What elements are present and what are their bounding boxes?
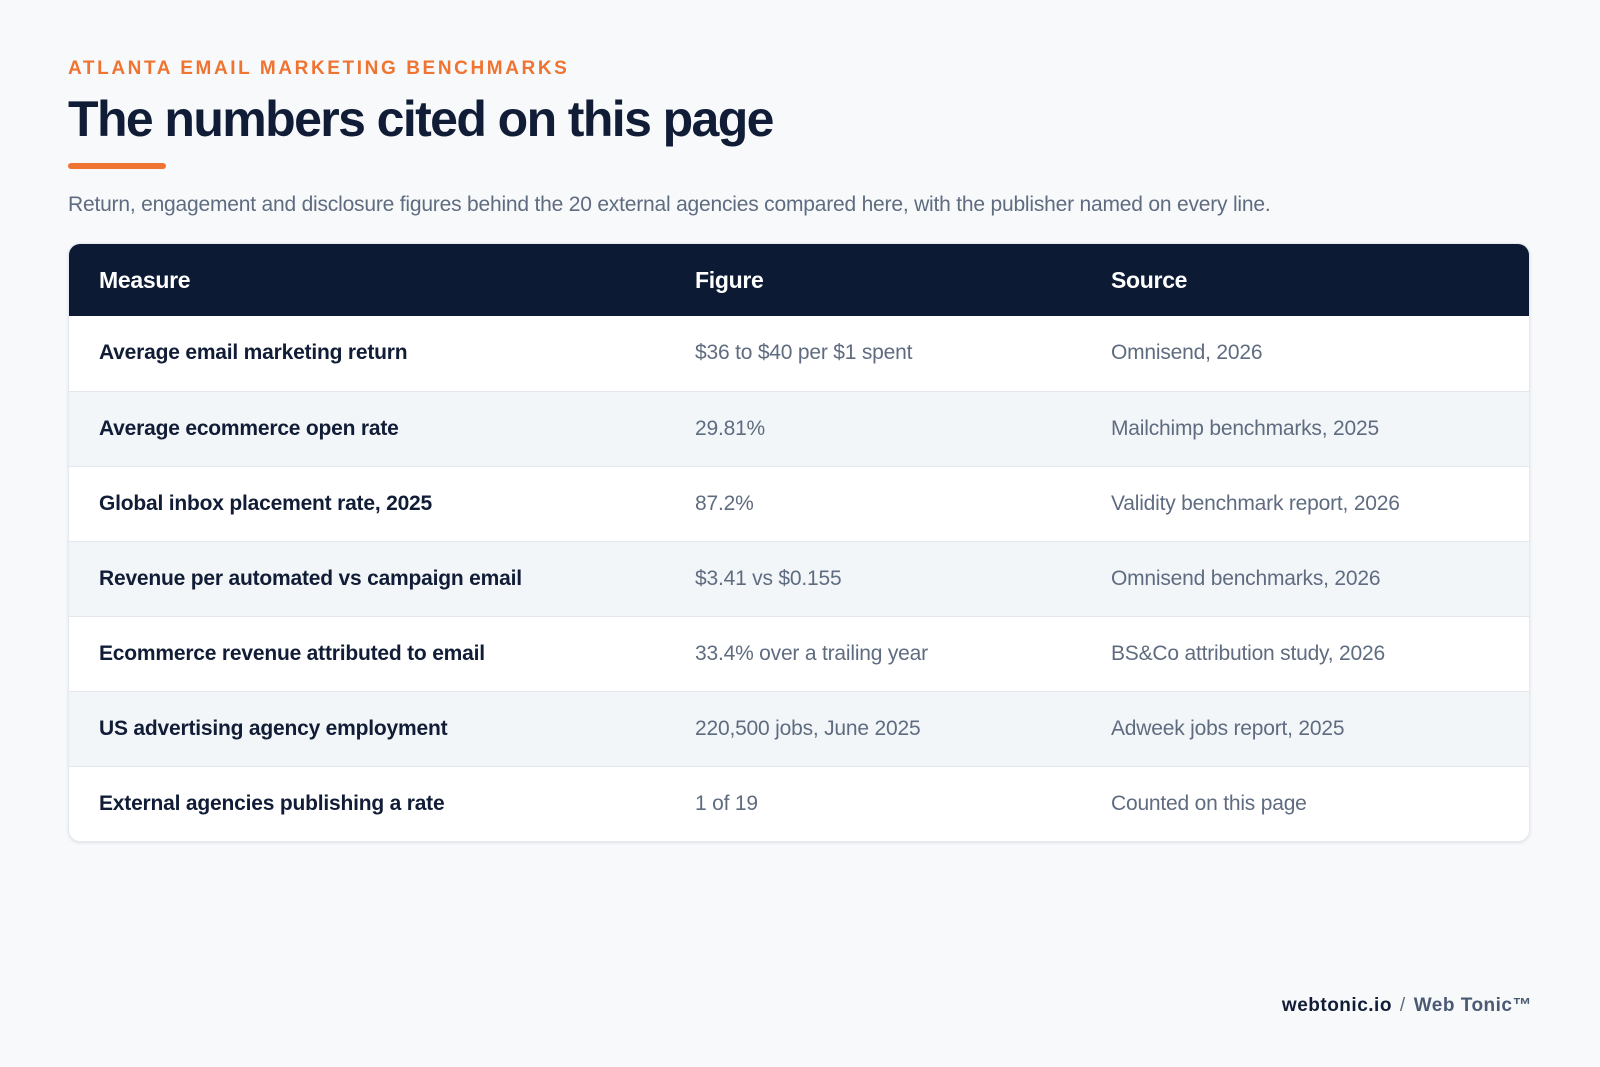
cell-source: Validity benchmark report, 2026 (1111, 491, 1400, 515)
column-header-measure: Measure (99, 266, 191, 293)
cell-figure: $3.41 vs $0.155 (695, 566, 842, 590)
footer-credit: webtonic.io / Web Tonic™ (1282, 995, 1532, 1017)
eyebrow-label: ATLANTA EMAIL MARKETING BENCHMARKS (68, 58, 570, 79)
page-subtitle: Return, engagement and disclosure figure… (68, 193, 1271, 216)
cell-source: Omnisend, 2026 (1111, 341, 1263, 365)
cell-measure: US advertising agency employment (99, 716, 448, 740)
cell-source: Mailchimp benchmarks, 2025 (1111, 416, 1379, 440)
cell-source: Counted on this page (1111, 791, 1307, 815)
cell-measure: Average email marketing return (99, 341, 408, 365)
table-row: External agencies publishing a rate 1 of… (69, 766, 1529, 841)
cell-measure: Global inbox placement rate, 2025 (99, 491, 433, 515)
benchmarks-table-card: Measure Figure Source Average email mark… (68, 243, 1530, 842)
footer-site: webtonic.io (1281, 995, 1392, 1016)
table-row: Average ecommerce open rate 29.81% Mailc… (69, 391, 1529, 466)
cell-figure: 29.81% (695, 416, 766, 440)
table-header: Measure Figure Source (69, 244, 1529, 316)
cell-figure: 33.4% over a trailing year (695, 641, 928, 665)
table-row: Average email marketing return $36 to $4… (69, 316, 1529, 391)
column-header-figure: Figure (695, 266, 764, 293)
cell-measure: External agencies publishing a rate (99, 791, 445, 815)
table-body: Average email marketing return $36 to $4… (69, 316, 1529, 841)
cell-measure: Revenue per automated vs campaign email (99, 566, 522, 590)
cell-figure: 87.2% (695, 491, 754, 515)
table-row: Global inbox placement rate, 2025 87.2% … (69, 466, 1529, 541)
cell-figure: 220,500 jobs, June 2025 (695, 716, 921, 740)
page-title: The numbers cited on this page (68, 91, 774, 147)
footer-separator: / (1399, 995, 1406, 1016)
cell-measure: Average ecommerce open rate (99, 416, 399, 440)
accent-divider (68, 163, 166, 169)
benchmarks-table: Measure Figure Source Average email mark… (69, 244, 1529, 841)
cell-figure: $36 to $40 per $1 spent (695, 341, 913, 365)
column-header-source: Source (1111, 266, 1188, 293)
table-row: Revenue per automated vs campaign email … (69, 541, 1529, 616)
cell-source: BS&Co attribution study, 2026 (1111, 641, 1385, 665)
table-header-row: Measure Figure Source (69, 244, 1529, 316)
cell-figure: 1 of 19 (695, 791, 758, 815)
cell-source: Adweek jobs report, 2025 (1111, 716, 1345, 740)
cell-measure: Ecommerce revenue attributed to email (99, 641, 485, 665)
table-row: Ecommerce revenue attributed to email 33… (69, 616, 1529, 691)
cell-source: Omnisend benchmarks, 2026 (1111, 566, 1381, 590)
table-row: US advertising agency employment 220,500… (69, 691, 1529, 766)
footer-brand: Web Tonic™ (1413, 995, 1532, 1016)
